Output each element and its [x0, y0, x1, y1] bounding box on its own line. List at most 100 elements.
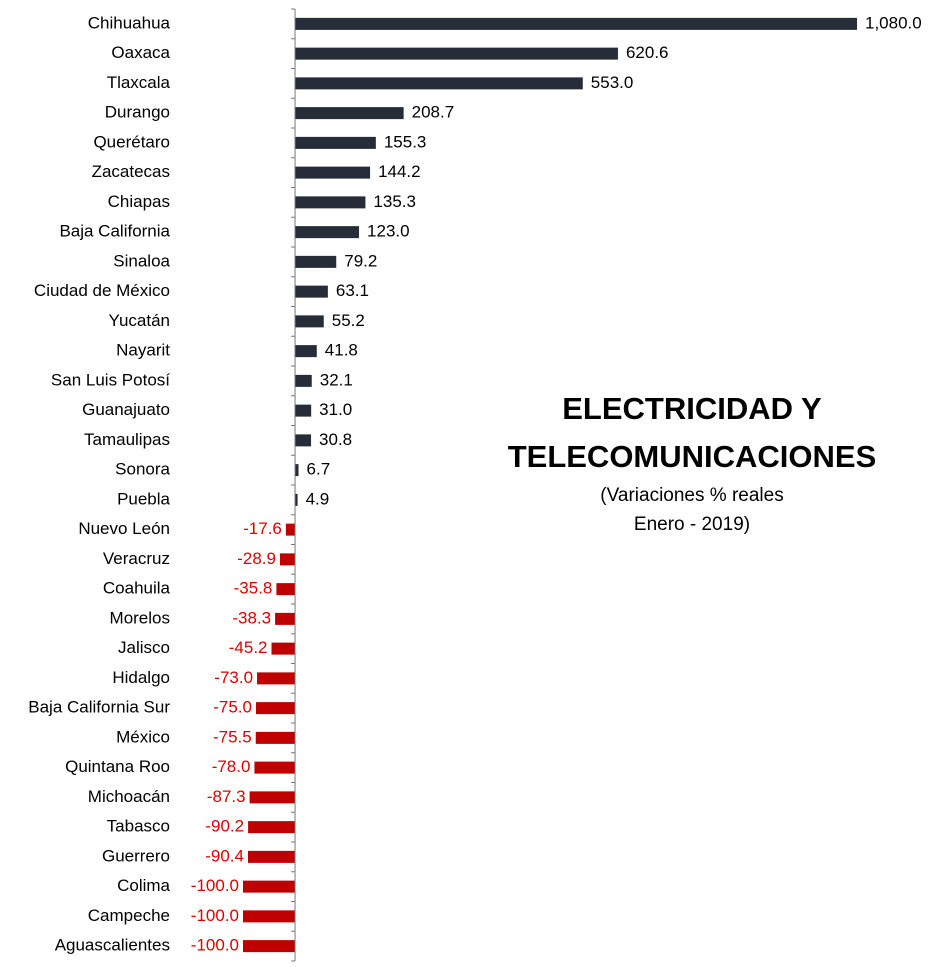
y-tick-label: Tabasco — [107, 817, 170, 836]
bar — [295, 493, 298, 506]
bar — [254, 761, 296, 774]
y-tick-label: Ciudad de México — [34, 281, 170, 300]
bar — [275, 612, 296, 625]
y-tick-label: Aguascalientes — [55, 936, 170, 955]
y-tick-label: Chihuahua — [88, 13, 171, 32]
value-label: 6.7 — [307, 460, 331, 479]
y-tick-label: Nayarit — [116, 341, 170, 360]
y-tick-label: San Luis Potosí — [51, 370, 170, 389]
y-tick-label: Tamaulipas — [84, 430, 170, 449]
value-label: -75.5 — [213, 727, 252, 746]
bar — [295, 255, 337, 268]
bar — [295, 434, 312, 447]
value-label: -87.3 — [207, 787, 246, 806]
y-tick-label: Colima — [117, 876, 170, 895]
bar — [271, 642, 296, 655]
chart-subtitle: (Variaciones % reales — [600, 485, 783, 506]
y-tick-label: Veracruz — [103, 549, 170, 568]
bar — [279, 553, 296, 566]
value-label: -90.2 — [205, 817, 244, 836]
value-label: -17.6 — [243, 519, 282, 538]
bar — [249, 791, 296, 804]
bar — [243, 940, 296, 953]
y-tick-label: Chiapas — [108, 192, 170, 211]
value-label: 208.7 — [412, 103, 455, 122]
y-tick-label: Durango — [105, 103, 170, 122]
value-label: -90.4 — [205, 846, 244, 865]
value-label: 55.2 — [332, 311, 365, 330]
y-tick-label: Campeche — [88, 906, 170, 925]
value-label: 144.2 — [378, 162, 421, 181]
bar — [295, 107, 404, 120]
value-label: 30.8 — [319, 430, 352, 449]
value-label: 4.9 — [306, 489, 330, 508]
value-label: -73.0 — [214, 668, 253, 687]
y-tick-label: México — [116, 727, 170, 746]
y-tick-label: Yucatán — [109, 311, 170, 330]
bar — [248, 821, 296, 834]
bar — [255, 731, 296, 744]
bar — [295, 404, 312, 417]
value-label: 135.3 — [373, 192, 416, 211]
y-tick-label: Jalisco — [118, 638, 170, 657]
bar — [295, 17, 857, 30]
y-tick-label: Quintana Roo — [65, 757, 170, 776]
bar — [295, 47, 618, 60]
chart-title: TELECOMUNICACIONES — [508, 439, 877, 474]
bar — [295, 166, 371, 179]
y-tick-label: Michoacán — [88, 787, 170, 806]
y-tick-label: Puebla — [117, 489, 170, 508]
value-label: 620.6 — [626, 43, 669, 62]
y-tick-label: Guanajuato — [82, 400, 170, 419]
y-tick-label: Tlaxcala — [107, 73, 171, 92]
y-tick-label: Morelos — [110, 608, 170, 627]
value-label: -28.9 — [237, 549, 276, 568]
value-label: -78.0 — [212, 757, 251, 776]
value-label: 31.0 — [319, 400, 352, 419]
value-label: 41.8 — [325, 341, 358, 360]
bar — [276, 583, 296, 596]
value-label: -38.3 — [232, 608, 271, 627]
y-tick-label: Coahuila — [103, 579, 171, 598]
value-label: -75.0 — [213, 698, 252, 717]
value-label: 63.1 — [336, 281, 369, 300]
value-label: 155.3 — [384, 132, 427, 151]
bar — [295, 315, 324, 328]
y-tick-label: Baja California — [59, 222, 170, 241]
bar — [256, 702, 296, 715]
bar — [257, 672, 296, 685]
y-tick-label: Guerrero — [102, 846, 170, 865]
bar — [295, 345, 317, 358]
value-label: 1,080.0 — [865, 13, 922, 32]
y-tick-label: Sinaloa — [113, 251, 170, 270]
y-tick-label: Sonora — [115, 460, 170, 479]
y-tick-label: Nuevo León — [78, 519, 170, 538]
bar — [295, 464, 299, 477]
chart-title: ELECTRICIDAD Y — [562, 391, 822, 426]
value-label: -35.8 — [234, 579, 273, 598]
value-label: 553.0 — [591, 73, 634, 92]
bar — [247, 850, 296, 863]
bar — [243, 910, 296, 923]
bar — [243, 880, 296, 893]
value-label: 123.0 — [367, 222, 410, 241]
bar — [295, 226, 360, 239]
value-label: -45.2 — [229, 638, 268, 657]
y-tick-label: Oaxaca — [111, 43, 170, 62]
value-label: -100.0 — [191, 906, 239, 925]
y-tick-label: Querétaro — [93, 132, 170, 151]
y-tick-label: Zacatecas — [92, 162, 170, 181]
bar — [295, 374, 312, 387]
value-label: -100.0 — [191, 876, 239, 895]
chart-subtitle: Enero - 2019) — [634, 514, 750, 535]
bar — [295, 77, 583, 90]
bar — [295, 285, 328, 298]
value-label: 32.1 — [320, 370, 353, 389]
y-tick-label: Hidalgo — [112, 668, 170, 687]
value-label: 79.2 — [344, 251, 377, 270]
bar — [285, 523, 296, 536]
bar — [295, 196, 366, 209]
bar — [295, 136, 376, 149]
y-tick-label: Baja California Sur — [28, 698, 170, 717]
